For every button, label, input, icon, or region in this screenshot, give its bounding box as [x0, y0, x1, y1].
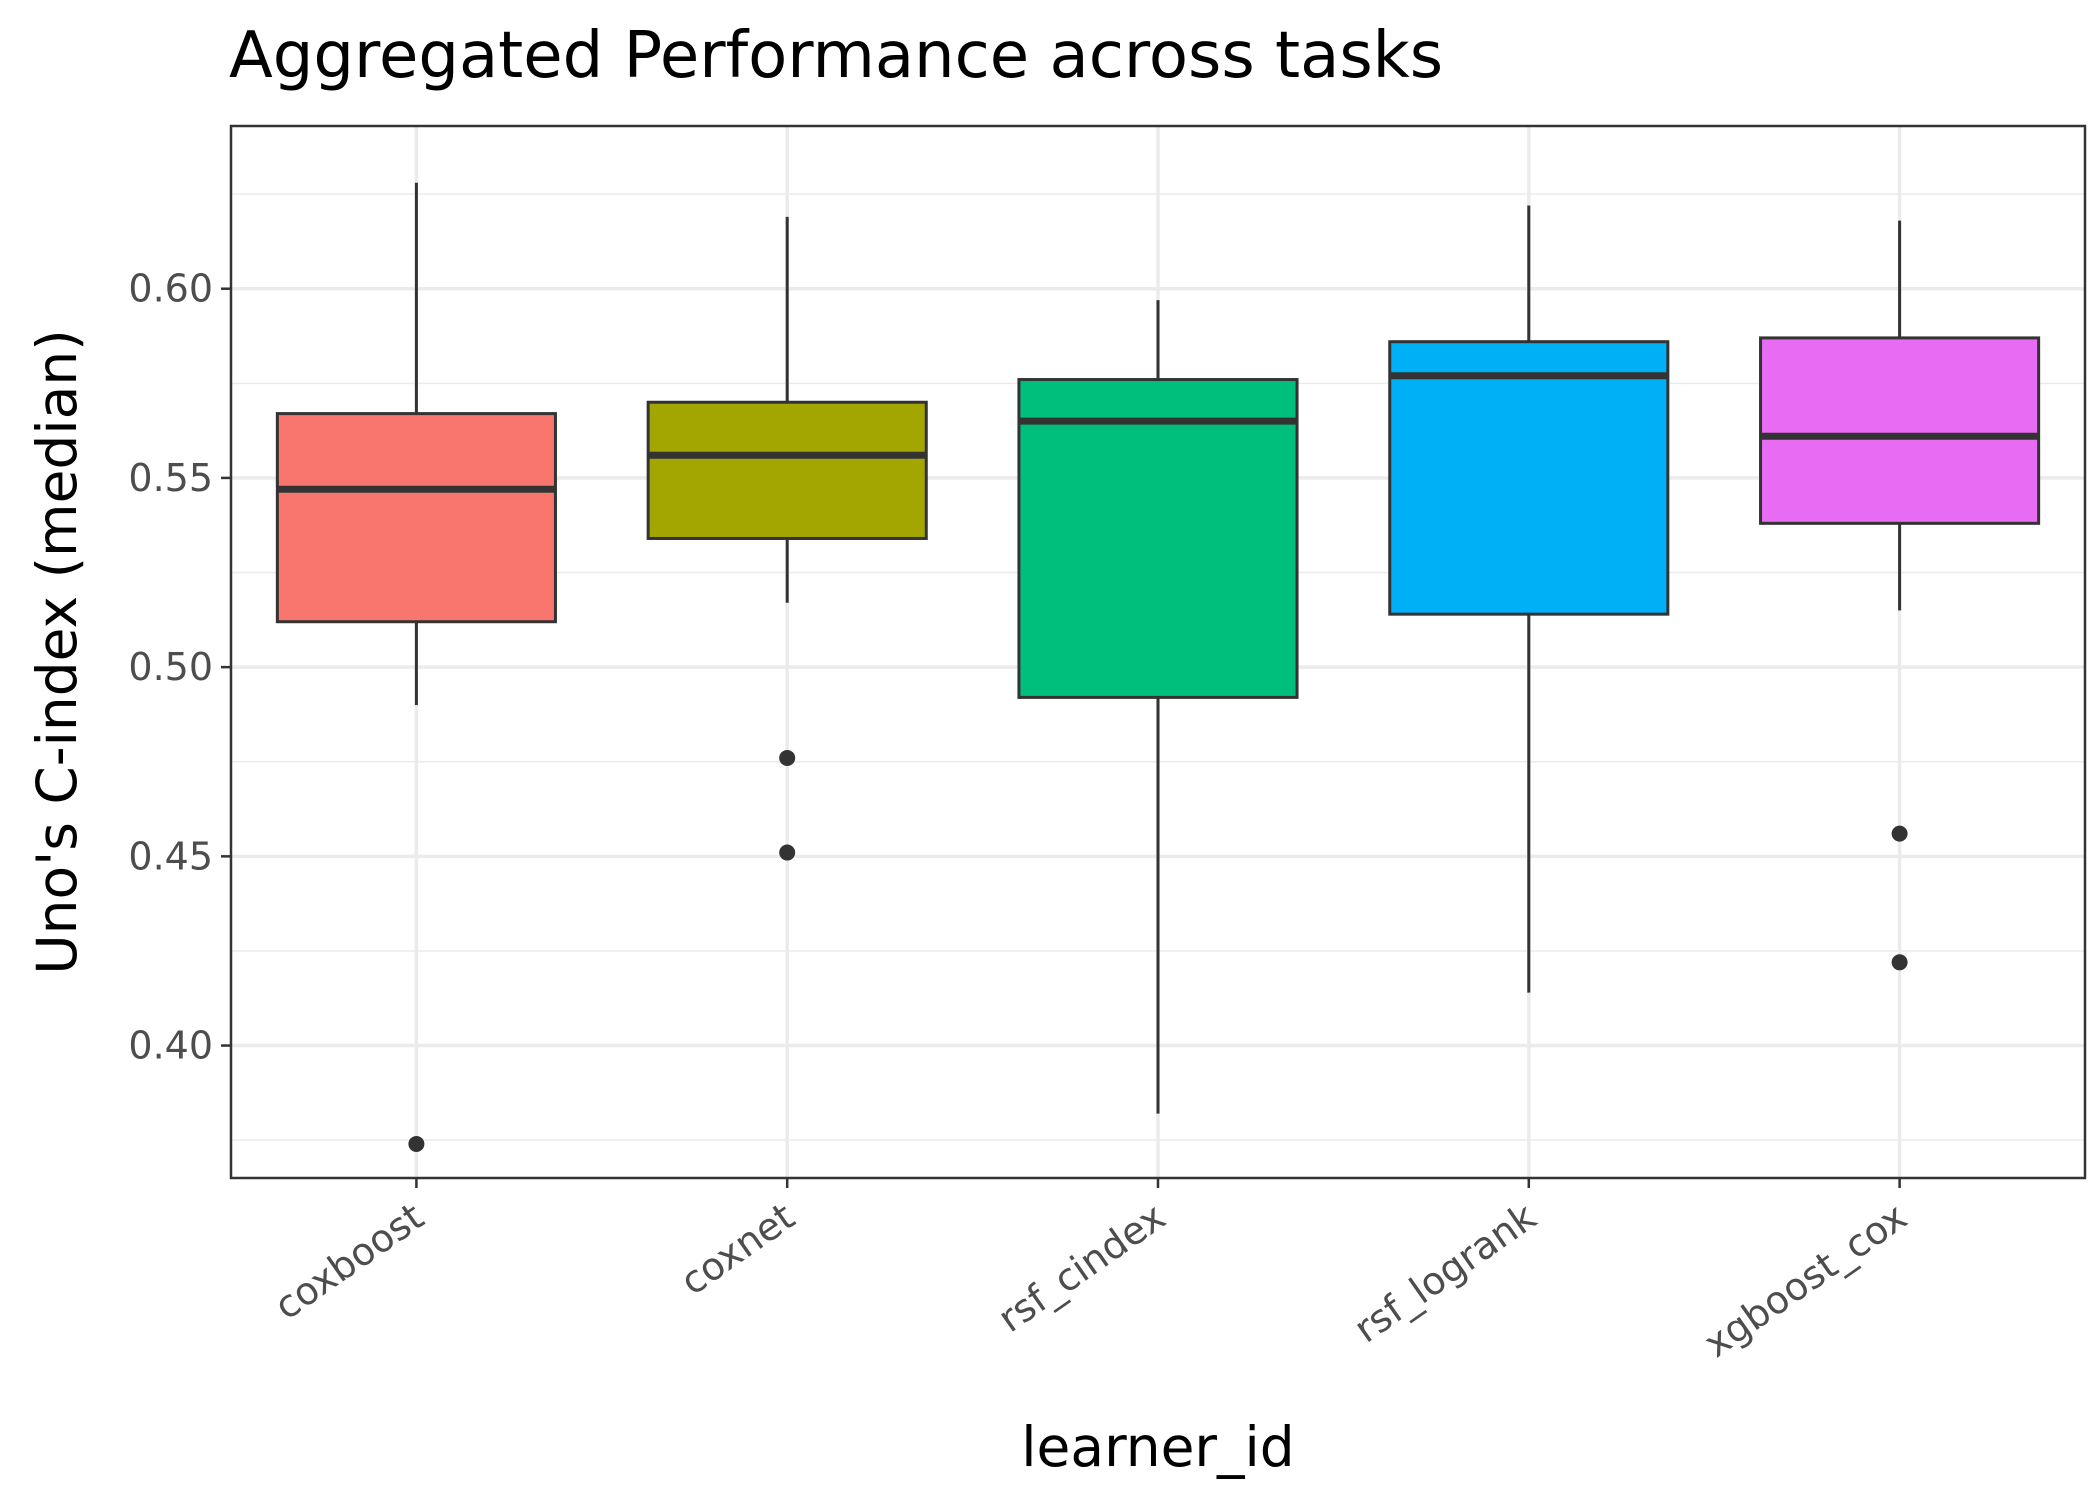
y-tick-label: 0.45	[128, 834, 213, 878]
outlier-point	[779, 749, 796, 766]
iqr-box	[646, 400, 928, 540]
iqr-box	[1017, 378, 1299, 699]
outlier-point	[779, 844, 796, 861]
box-rsf_logrank	[1388, 205, 1670, 993]
x-tick-label-rsf_cindex: rsf_cindex	[990, 1194, 1173, 1341]
iqr-box	[1388, 340, 1670, 616]
outlier-point	[1891, 954, 1908, 971]
x-tick-label-xgboost_cox: xgboost_cox	[1696, 1194, 1915, 1366]
outlier-point	[408, 1135, 425, 1152]
x-axis-title: learner_id	[1021, 1415, 1294, 1479]
boxes	[275, 182, 2041, 1152]
box-xgboost_cox	[1759, 220, 2041, 971]
box-coxnet	[646, 216, 928, 861]
y-tick-label: 0.55	[128, 456, 213, 500]
y-tick-label: 0.50	[128, 645, 213, 689]
y-axis-title: Uno's C-index (median)	[25, 329, 89, 974]
chart-title: Aggregated Performance across tasks	[229, 19, 1443, 93]
y-tick-label: 0.40	[128, 1024, 213, 1068]
box-rsf_cindex	[1017, 300, 1299, 1114]
box-coxboost	[275, 182, 557, 1152]
iqr-box	[275, 412, 557, 624]
x-tick-label-coxboost: coxboost	[266, 1194, 431, 1328]
x-tick-label-rsf_logrank: rsf_logrank	[1346, 1194, 1544, 1351]
iqr-box	[1759, 336, 2041, 525]
x-tick-label-coxnet: coxnet	[672, 1194, 802, 1303]
outlier-point	[1891, 825, 1908, 842]
y-tick-label: 0.60	[128, 267, 213, 311]
